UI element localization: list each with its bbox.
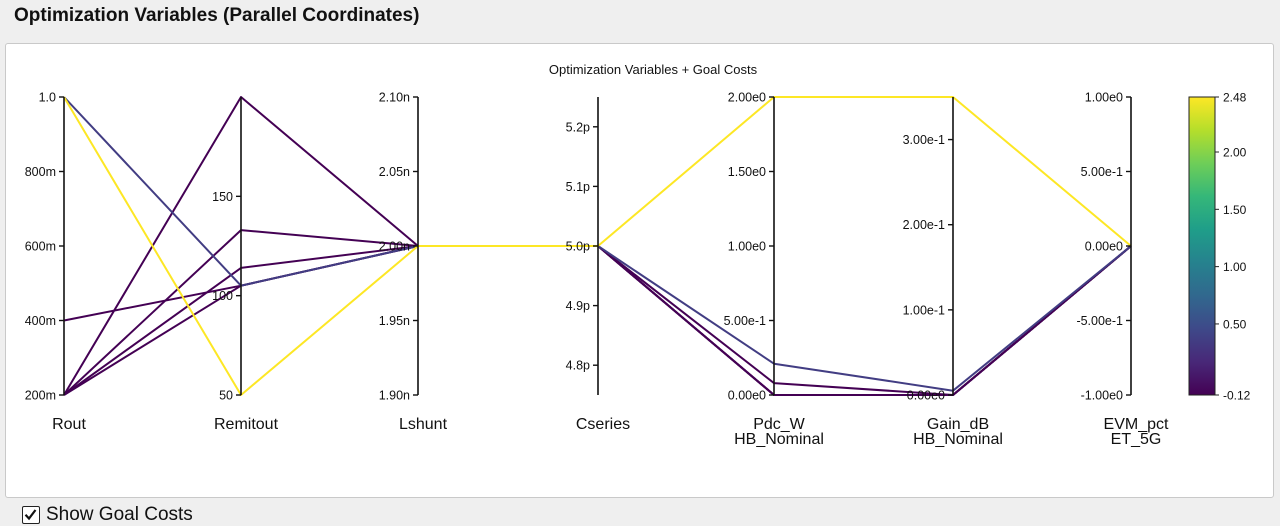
show-goal-costs-label[interactable]: Show Goal Costs bbox=[46, 504, 193, 525]
colorbar-tick-label: 0.50 bbox=[1223, 317, 1247, 331]
axis-Cseries: 4.8p 4.9p 5.0p 5.1p 5.2p Cseries bbox=[566, 97, 630, 433]
axis-Rout: 200m 400m 600m 800m 1.0 Rout bbox=[25, 91, 87, 434]
axis-Remitout: 50 100 150 Remitout bbox=[212, 97, 279, 433]
tick-label: 2.00e-1 bbox=[903, 218, 945, 232]
checkmark-icon bbox=[24, 509, 37, 521]
axis-label-Gain_dB: Gain_dB bbox=[927, 416, 989, 433]
tick-label: 1.90n bbox=[379, 389, 410, 403]
tick-label: 200m bbox=[25, 389, 56, 403]
axis-EVM_pct: -1.00e0 -5.00e-1 0.00e0 5.00e-1 1.00e0 EVM_pc… bbox=[1076, 91, 1169, 449]
tick-label: 5.00e-1 bbox=[1081, 165, 1123, 179]
tick-label: 0.00e0 bbox=[907, 389, 945, 403]
colorbar-tick-label: 2.48 bbox=[1223, 91, 1247, 105]
axis-label-Cseries: Cseries bbox=[576, 416, 630, 433]
tick-label: 4.8p bbox=[566, 359, 590, 373]
axis-Gain_dB: 0.00e0 1.00e-1 2.00e-1 3.00e-1 Gain_dBHB_Nom… bbox=[903, 97, 1003, 448]
axis-Lshunt: 1.90n 1.95n 2.00n 2.05n 2.10n Lshunt bbox=[379, 91, 448, 434]
tick-label: 50 bbox=[219, 389, 233, 403]
tick-label: 1.0 bbox=[39, 91, 56, 105]
tick-label: 4.9p bbox=[566, 299, 590, 313]
tick-label: 100 bbox=[212, 289, 233, 303]
axis-label-Lshunt: Lshunt bbox=[399, 416, 448, 433]
axis-label-Pdc_W: HB_Nominal bbox=[734, 431, 824, 448]
tick-label: 2.05n bbox=[379, 165, 410, 179]
tick-label: 0.00e0 bbox=[728, 389, 766, 403]
colorbar-gradient bbox=[1188, 96, 1216, 396]
tick-label: 600m bbox=[25, 240, 56, 254]
tick-label: -5.00e-1 bbox=[1076, 314, 1123, 328]
tick-label: 5.0p bbox=[566, 240, 590, 254]
tick-label: -1.00e0 bbox=[1081, 389, 1123, 403]
axis-label-Pdc_W: Pdc_W bbox=[753, 416, 805, 433]
tick-label: 5.2p bbox=[566, 120, 590, 134]
axis-label-Rout: Rout bbox=[52, 416, 86, 433]
colorbar-tick-label: 2.00 bbox=[1223, 146, 1247, 160]
tick-label: 1.00e-1 bbox=[903, 303, 945, 317]
axes-group: 200m 400m 600m 800m 1.0 Rout 50 100 150 Remitout 1… bbox=[25, 91, 1169, 449]
tick-label: 1.95n bbox=[379, 314, 410, 328]
colorbar-tick-label: -0.12 bbox=[1223, 389, 1251, 403]
axis-label-Gain_dB: HB_Nominal bbox=[913, 431, 1003, 448]
tick-label: 5.1p bbox=[566, 180, 590, 194]
axis-label-EVM_pct: ET_5G bbox=[1111, 431, 1162, 448]
colorbar-tick-label: 1.50 bbox=[1223, 203, 1247, 217]
chart-panel: Optimization Variables + Goal Costs 200m… bbox=[5, 43, 1274, 525]
tick-label: 150 bbox=[212, 190, 233, 204]
tick-label: 5.00e-1 bbox=[724, 314, 766, 328]
tick-label: 2.00n bbox=[379, 240, 410, 254]
tick-label: 1.00e0 bbox=[1085, 91, 1123, 105]
show-goal-costs-control[interactable]: Show Goal Costs bbox=[22, 504, 193, 526]
tick-label: 800m bbox=[25, 165, 56, 179]
colorbar-tick-label: 1.00 bbox=[1223, 260, 1247, 274]
page-title: Optimization Variables (Parallel Coordin… bbox=[14, 5, 420, 26]
chart-title: Optimization Variables + Goal Costs bbox=[549, 62, 758, 77]
tick-label: 1.00e0 bbox=[728, 240, 766, 254]
tick-label: 3.00e-1 bbox=[903, 133, 945, 147]
tick-label: 2.10n bbox=[379, 91, 410, 105]
axis-Pdc_W: 0.00e0 5.00e-1 1.00e0 1.50e0 2.00e0 Pdc_WHB_N… bbox=[724, 91, 824, 449]
tick-label: 1.50e0 bbox=[728, 165, 766, 179]
axis-label-Remitout: Remitout bbox=[214, 416, 279, 433]
colorbar: 2.48 2.00 1.50 1.00 0.50 -0.12 bbox=[1188, 91, 1251, 403]
tick-label: 400m bbox=[25, 314, 56, 328]
tick-label: 0.00e0 bbox=[1085, 240, 1123, 254]
parallel-coordinates-chart: Optimization Variables + Goal Costs 200m… bbox=[25, 62, 1251, 449]
tick-label: 2.00e0 bbox=[728, 91, 766, 105]
axis-label-EVM_pct: EVM_pct bbox=[1104, 416, 1169, 433]
show-goal-costs-checkbox[interactable] bbox=[22, 506, 40, 524]
